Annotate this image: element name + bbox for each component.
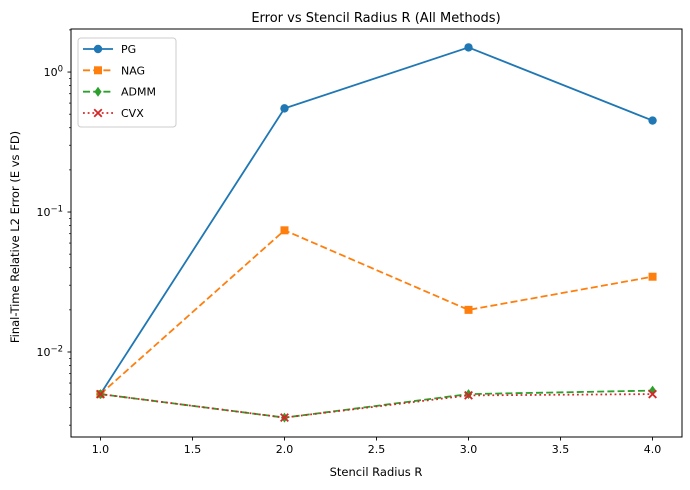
x-tick-label: 4.0 [644,443,662,456]
series-line-nag [99,229,653,395]
legend-label-cvx: CVX [121,107,144,120]
marker-pg [464,43,473,52]
x-tick-label: 3.5 [552,443,570,456]
y-tick-label: 100 [44,65,63,80]
legend: PG NAG ADMM CVX [77,37,177,128]
x-axis-label: Stencil Radius R [330,465,423,479]
marker-cvx [464,390,473,400]
legend-sample-marker-cvx [93,108,103,118]
legend-samples [83,44,113,118]
legend-sample-marker-pg [93,44,103,54]
legend-frame [77,37,177,128]
series-line-cvx [100,393,653,419]
x-tick-label: 1.0 [92,443,110,456]
marker-nag [280,226,289,235]
axes-ticks: 1.0 1.5 2.0 2.5 3.0 3.5 4.0 100 10−1 10−2 [36,29,662,456]
series-line-pg [99,46,653,395]
series-layer [96,43,657,423]
y-axis-label: Final-Time Relative L2 Error (E vs FD) [8,131,22,343]
x-tick-label: 3.0 [460,443,478,456]
marker-cvx [280,413,289,423]
marker-nag [464,305,473,314]
y-tick-label: 10−2 [36,344,63,359]
x-tick-label: 2.5 [368,443,386,456]
legend-label-nag: NAG [121,64,145,77]
marker-pg [648,116,657,125]
axes-frame [70,28,683,438]
legend-sample-marker-nag [94,66,102,75]
legend-label-admm: ADMM [121,86,156,99]
legend-sample-marker-admm [94,86,102,97]
marker-cvx [96,389,105,399]
x-tick-label: 2.0 [276,443,294,456]
marker-nag [648,272,657,281]
marker-pg [280,104,289,113]
chart-title: Error vs Stencil Radius R (All Methods) [251,11,500,26]
y-tick-label: 10−1 [36,205,63,220]
marker-cvx [648,389,657,399]
x-tick-label: 1.5 [184,443,202,456]
legend-label-pg: PG [121,43,136,56]
